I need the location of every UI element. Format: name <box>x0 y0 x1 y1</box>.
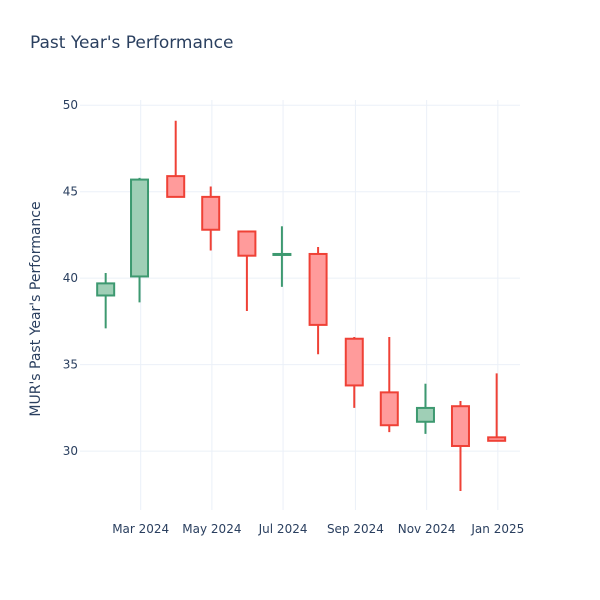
candle-increasing <box>415 383 435 434</box>
y-tick-label: 35 <box>63 358 78 372</box>
x-tick-label: Sep 2024 <box>327 522 384 536</box>
x-tick-label: Jul 2024 <box>258 522 308 536</box>
candle-body <box>130 178 150 278</box>
candle-body <box>237 230 257 257</box>
y-axis-ticks: 30 35 40 45 50 <box>63 98 78 458</box>
candle-body <box>487 436 507 442</box>
candle-decreasing <box>201 186 221 251</box>
candle-body <box>96 282 116 297</box>
candle-body <box>415 406 435 423</box>
candle-decreasing <box>237 230 257 312</box>
x-tick-label: Mar 2024 <box>112 522 169 536</box>
x-tick-label: Nov 2024 <box>398 522 456 536</box>
candle-body <box>450 405 470 447</box>
candle-decreasing <box>487 373 507 442</box>
candle-decreasing <box>166 120 186 198</box>
candle-layer <box>96 120 507 491</box>
x-tick-label: Jan 2025 <box>470 522 524 536</box>
chart-title: Past Year's Performance <box>30 33 234 53</box>
y-tick-label: 50 <box>63 98 78 112</box>
y-tick-label: 45 <box>63 185 78 199</box>
candle-increasing <box>272 226 292 287</box>
candle-body <box>166 175 186 198</box>
y-axis-title: MUR's Past Year's Performance <box>28 201 44 416</box>
candle-increasing <box>96 272 116 329</box>
y-tick-label: 40 <box>63 271 78 285</box>
candle-decreasing <box>344 337 364 408</box>
x-tick-label: May 2024 <box>182 522 241 536</box>
candle-decreasing <box>450 401 470 491</box>
grid-layer <box>80 100 520 510</box>
candle-body <box>201 195 221 231</box>
candle-increasing <box>130 177 150 303</box>
candle-decreasing <box>308 247 328 355</box>
candle-decreasing <box>379 337 399 433</box>
candle-body <box>379 391 399 427</box>
x-axis-ticks: Mar 2024 May 2024 Jul 2024 Sep 2024 Nov 2024… <box>112 522 524 536</box>
y-tick-label: 30 <box>63 444 78 458</box>
candle-body <box>308 252 328 326</box>
candle-body <box>344 337 364 387</box>
candle-body <box>272 252 292 256</box>
